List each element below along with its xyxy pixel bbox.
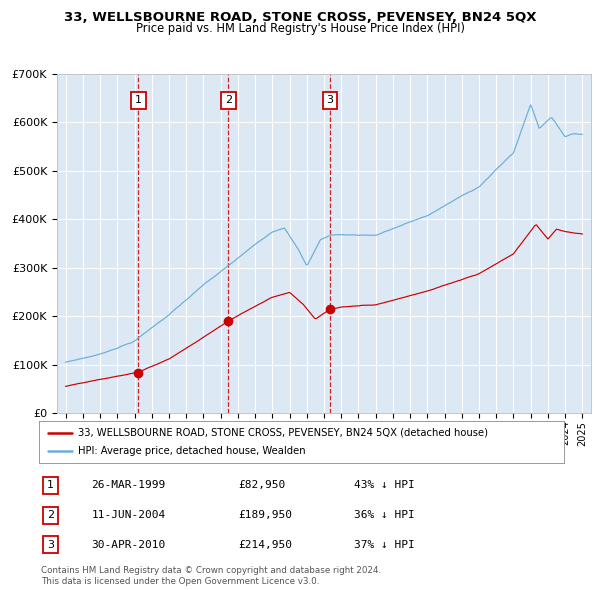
Text: £82,950: £82,950 xyxy=(239,480,286,490)
Text: 1: 1 xyxy=(135,96,142,106)
Text: Price paid vs. HM Land Registry's House Price Index (HPI): Price paid vs. HM Land Registry's House … xyxy=(136,22,464,35)
Text: Contains HM Land Registry data © Crown copyright and database right 2024.
This d: Contains HM Land Registry data © Crown c… xyxy=(41,566,381,586)
Text: 26-MAR-1999: 26-MAR-1999 xyxy=(91,480,166,490)
Text: 43% ↓ HPI: 43% ↓ HPI xyxy=(354,480,415,490)
Text: 33, WELLSBOURNE ROAD, STONE CROSS, PEVENSEY, BN24 5QX (detached house): 33, WELLSBOURNE ROAD, STONE CROSS, PEVEN… xyxy=(79,428,488,438)
Text: 36% ↓ HPI: 36% ↓ HPI xyxy=(354,510,415,520)
Text: 3: 3 xyxy=(326,96,333,106)
Text: HPI: Average price, detached house, Wealden: HPI: Average price, detached house, Weal… xyxy=(79,446,306,456)
Text: 1: 1 xyxy=(47,480,54,490)
Text: 3: 3 xyxy=(47,540,54,550)
Text: 37% ↓ HPI: 37% ↓ HPI xyxy=(354,540,415,550)
Text: £214,950: £214,950 xyxy=(239,540,293,550)
Text: 33, WELLSBOURNE ROAD, STONE CROSS, PEVENSEY, BN24 5QX: 33, WELLSBOURNE ROAD, STONE CROSS, PEVEN… xyxy=(64,11,536,24)
Text: 30-APR-2010: 30-APR-2010 xyxy=(91,540,166,550)
Text: 11-JUN-2004: 11-JUN-2004 xyxy=(91,510,166,520)
Text: 2: 2 xyxy=(47,510,54,520)
Text: £189,950: £189,950 xyxy=(239,510,293,520)
Text: 2: 2 xyxy=(225,96,232,106)
